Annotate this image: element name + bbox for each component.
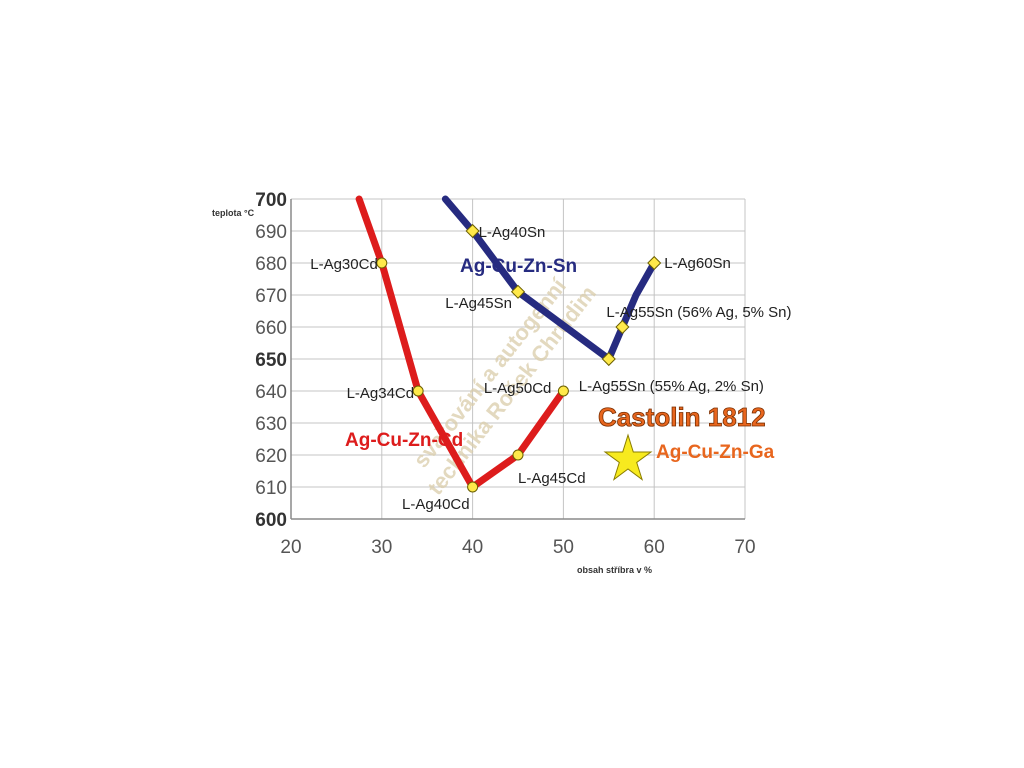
data-point-label: L-Ag45Cd (518, 470, 586, 487)
y-tick-label: 660 (255, 318, 287, 339)
x-tick-label: 70 (734, 537, 755, 558)
x-tick-label: 30 (371, 537, 392, 558)
series-line-0 (355, 195, 567, 491)
y-tick-label: 650 (255, 350, 287, 371)
data-point-label: L-Ag50Cd (484, 380, 552, 397)
x-axis-title: obsah stříbra v % (577, 565, 652, 575)
y-tick-label: 690 (255, 222, 287, 243)
series-name-sn: Ag-Cu-Zn-Sn (460, 256, 577, 277)
data-point (412, 385, 424, 397)
data-point-label: L-Ag30Cd (310, 256, 378, 273)
data-point-label: L-Ag40Sn (479, 224, 546, 241)
data-point (467, 481, 479, 493)
brand-name: Castolin 1812 (598, 402, 766, 432)
brand-alloy: Ag-Cu-Zn-Ga (656, 442, 775, 463)
data-point-label: L-Ag40Cd (402, 496, 470, 513)
data-point (510, 284, 526, 299)
y-tick-label: 600 (255, 510, 287, 531)
y-tick-label: 640 (255, 382, 287, 403)
y-axis-title: teplota °C (212, 208, 255, 218)
star-icon (603, 433, 653, 481)
y-tick-label: 610 (255, 478, 287, 499)
data-point (465, 223, 480, 239)
y-tick-label: 700 (255, 190, 287, 211)
data-point (557, 385, 569, 397)
data-point-label: L-Ag55Sn (55% Ag, 2% Sn) (579, 378, 764, 395)
y-tick-label: 630 (255, 414, 287, 435)
data-point-label: L-Ag45Sn (445, 295, 512, 312)
y-tick-label: 670 (255, 286, 287, 307)
x-tick-label: 50 (553, 537, 574, 558)
data-point (647, 255, 662, 271)
data-point (601, 351, 616, 367)
data-point (512, 449, 524, 461)
x-tick-label: 40 (462, 537, 483, 558)
data-point-label: L-Ag34Cd (347, 385, 415, 402)
ticks: 600 610 620 630 640 650 660 670 680 690 700 20 30 40 5… (255, 190, 755, 558)
data-point-label: L-Ag60Sn (664, 255, 731, 272)
series-name-cd: Ag-Cu-Zn-Cd (345, 430, 463, 451)
x-tick-label: 20 (280, 537, 301, 558)
y-tick-label: 680 (255, 254, 287, 275)
grid (290, 198, 746, 520)
series-markers (376, 223, 662, 493)
x-tick-label: 60 (644, 537, 665, 558)
data-point-label: L-Ag55Sn (56% Ag, 5% Sn) (606, 304, 791, 321)
data-point (376, 257, 388, 269)
data-point (615, 319, 630, 335)
point-labels: L-Ag30Cd L-Ag34Cd L-Ag40Cd L-Ag45Cd L-Ag50Cd… (310, 224, 791, 513)
y-tick-label: 620 (255, 446, 287, 467)
